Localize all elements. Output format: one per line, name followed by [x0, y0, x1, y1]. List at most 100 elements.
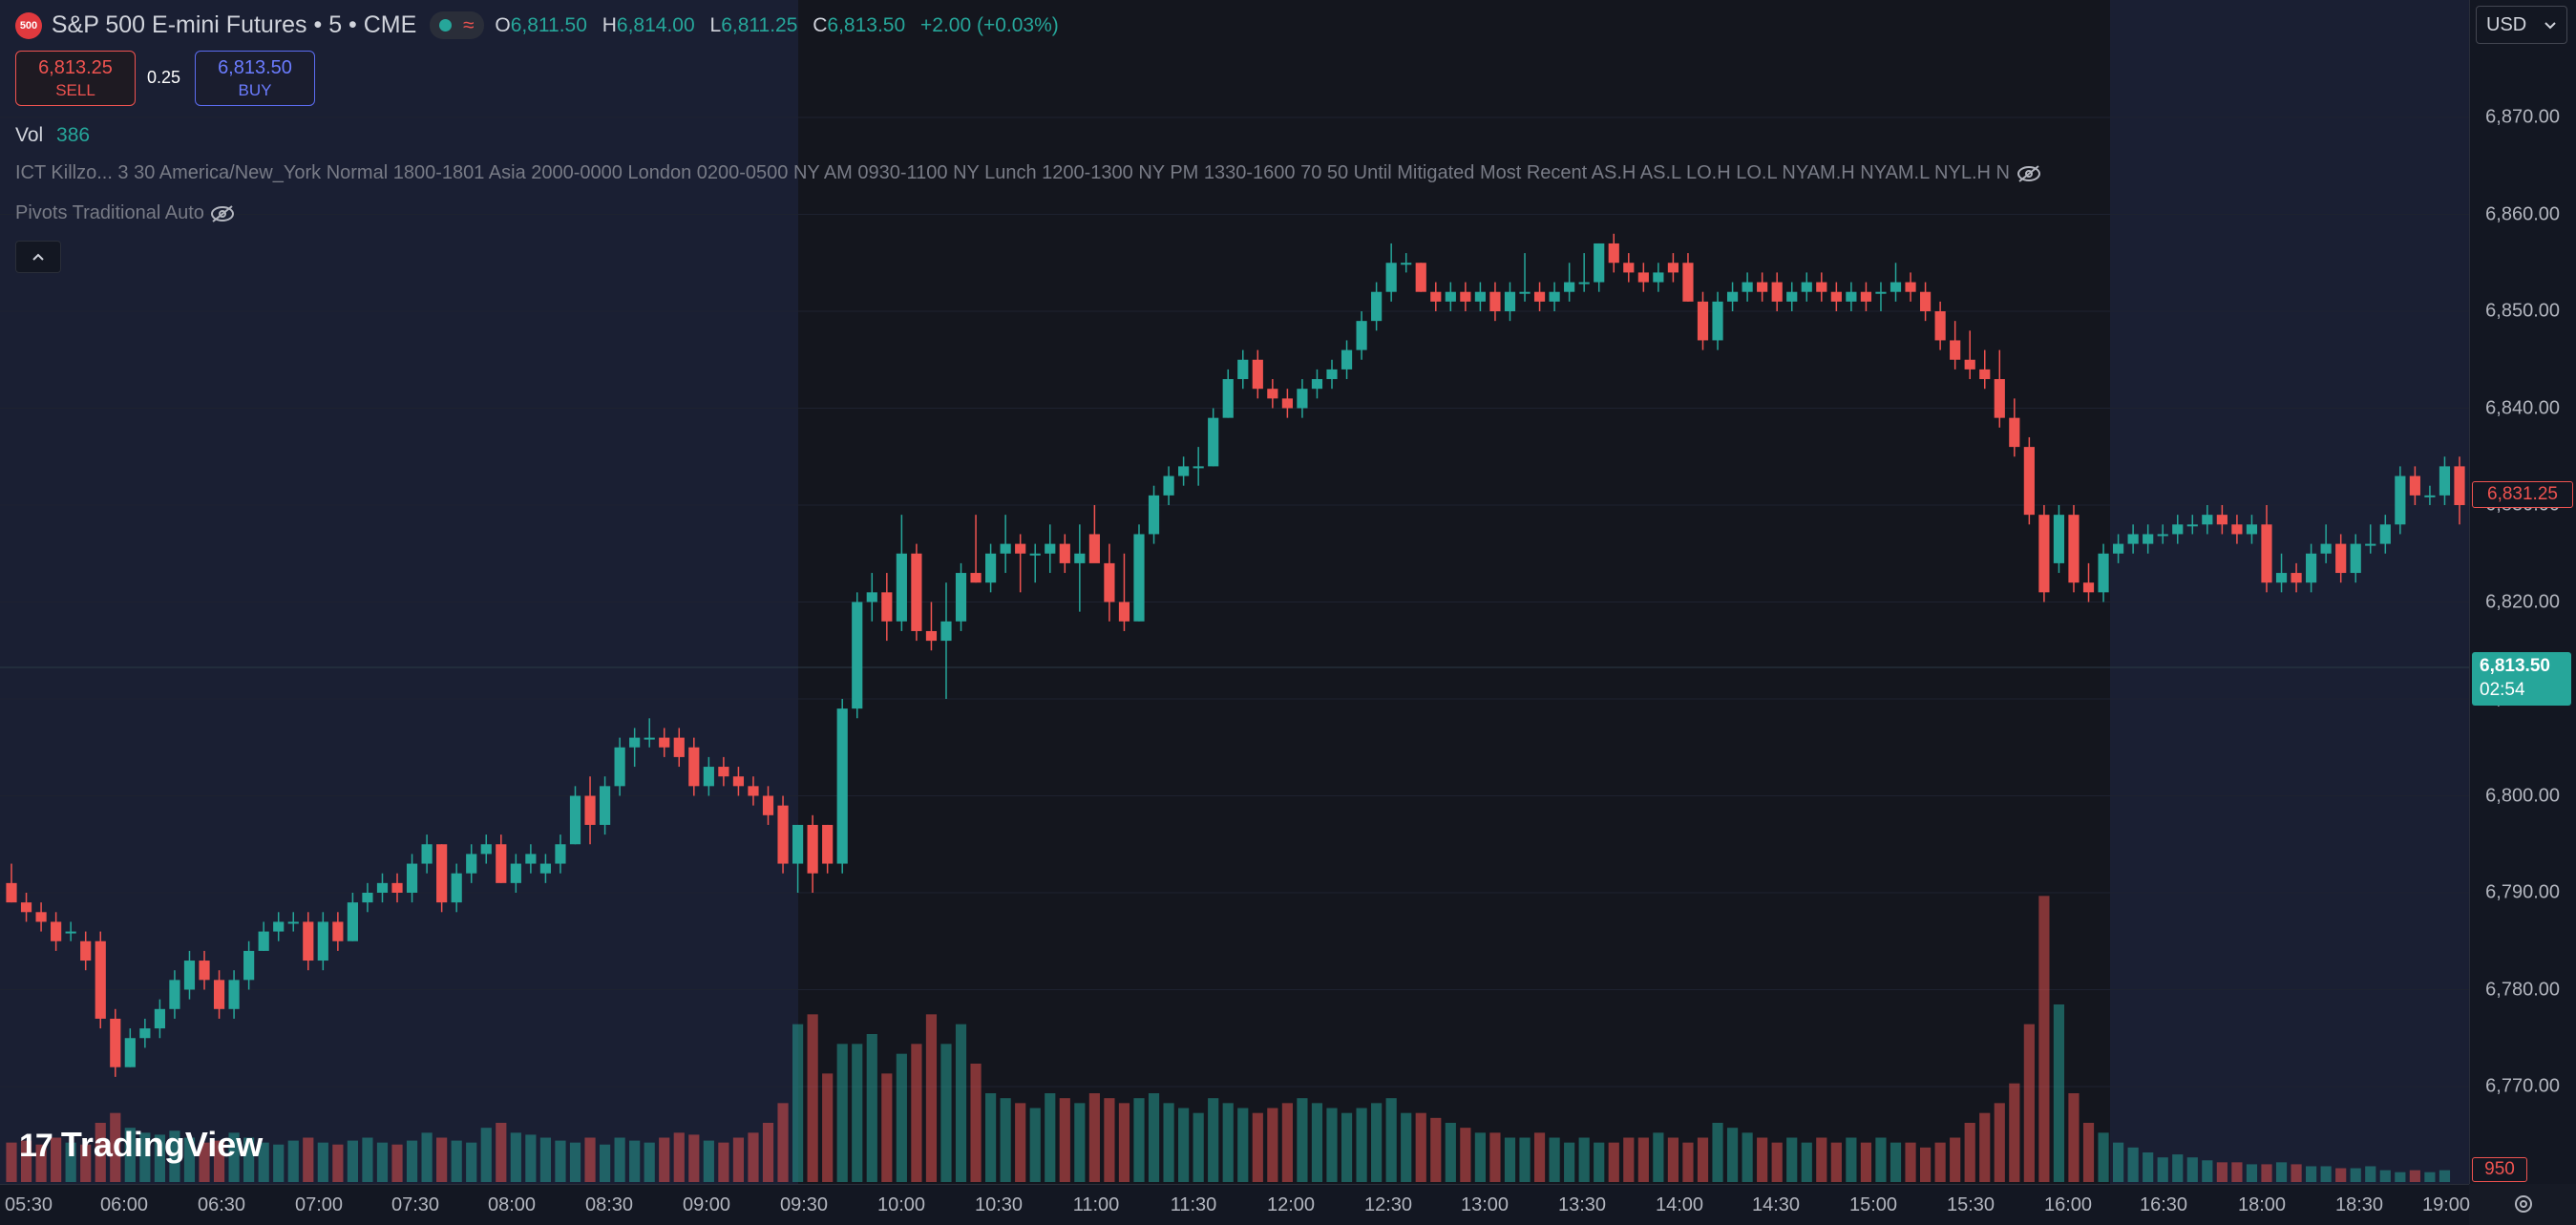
volume-bar	[480, 1128, 492, 1182]
currency-selector[interactable]: USD	[2476, 6, 2567, 44]
last-price-value: 6,813.50	[2480, 656, 2550, 676]
volume-bar	[65, 1142, 76, 1182]
volume-bar	[362, 1137, 373, 1182]
candle-body	[1890, 282, 1902, 292]
chevron-down-icon	[2544, 22, 2556, 30]
high-label: H	[602, 13, 617, 36]
candle-body	[1653, 272, 1664, 283]
time-tick: 18:30	[2334, 1194, 2384, 1215]
candle-body	[2365, 543, 2376, 546]
candle-body	[1934, 311, 1946, 341]
candle-body	[1594, 243, 1605, 283]
candle-body	[1326, 369, 1338, 380]
volume-bar	[955, 1024, 967, 1182]
candle-body	[807, 824, 818, 874]
volume-bar	[124, 1128, 136, 1182]
candle-body	[1964, 359, 1975, 370]
volume-marker-text: 950	[2484, 1159, 2515, 1179]
price-tick: 6,770.00	[2485, 1075, 2560, 1097]
chart-settings-button[interactable]	[2511, 1192, 2540, 1220]
indicator-ict-killzones[interactable]: ICT Killzo... 3 30 America/New_York Norm…	[15, 162, 2042, 184]
time-tick: 10:30	[974, 1194, 1024, 1215]
volume-bar	[95, 1123, 106, 1182]
volume-bar	[391, 1144, 403, 1182]
candle-body	[287, 921, 299, 924]
volume-bar	[1979, 1112, 1991, 1182]
volume-bar	[925, 1014, 938, 1182]
open-label: O	[495, 13, 511, 36]
candle-body	[1415, 263, 1426, 292]
candle-body	[1178, 466, 1190, 476]
eye-crossed-icon[interactable]	[2016, 164, 2042, 183]
candle-body	[243, 950, 255, 981]
volume-bar	[2320, 1166, 2332, 1182]
volume-bar	[970, 1064, 982, 1182]
candle-body	[1905, 282, 1916, 292]
volume-bar	[332, 1144, 344, 1182]
volume-legend[interactable]: Vol 386	[15, 124, 90, 147]
collapse-legend-button[interactable]	[15, 241, 61, 273]
market-status-pill[interactable]: ≈	[430, 11, 484, 39]
time-tick: 09:00	[682, 1194, 731, 1215]
candle-body	[1311, 379, 1323, 390]
candle-body	[718, 767, 729, 777]
candle-body	[258, 931, 269, 951]
volume-bar	[1934, 1142, 1946, 1182]
candle-body	[317, 921, 328, 961]
volume-bar	[421, 1132, 433, 1182]
candle-body	[2454, 466, 2465, 505]
candle-body	[2350, 543, 2361, 574]
time-axis[interactable]: 05:30 06:00 06:30 07:00 07:30 08:00 08:30 09:00…	[0, 1184, 2470, 1225]
candle-body	[1297, 389, 1308, 409]
candle-body	[1118, 602, 1130, 622]
volume-bar	[673, 1132, 685, 1182]
sell-button[interactable]: 6,813.25 SELL	[15, 51, 136, 106]
volume-bar	[20, 1140, 32, 1182]
candle-body	[1059, 543, 1070, 563]
candle-body	[569, 795, 581, 845]
candle-body	[732, 776, 745, 787]
eye-crossed-icon[interactable]	[209, 204, 236, 223]
buy-button[interactable]: 6,813.50 BUY	[195, 51, 315, 106]
volume-bar	[2127, 1147, 2139, 1182]
chart-pane[interactable]	[0, 0, 2469, 1184]
volume-bar	[2395, 1172, 2406, 1182]
candle-body	[1148, 495, 1160, 535]
candle-body	[555, 844, 566, 864]
candle-body	[2143, 534, 2154, 544]
candle-body	[836, 708, 848, 864]
indicator-pivots[interactable]: Pivots Traditional Auto	[15, 202, 236, 224]
volume-bar	[703, 1140, 714, 1182]
session-highlight-premarket	[0, 0, 798, 1184]
settings-gear-icon[interactable]	[2540, 1193, 2565, 1217]
volume-bar	[1430, 1117, 1442, 1182]
symbol-legend[interactable]: 500 S&P 500 E-mini Futures • 5 • CME ≈ O…	[15, 11, 1059, 39]
candle-body	[1608, 243, 1619, 264]
candle-body	[1341, 349, 1353, 370]
candle-body	[213, 980, 225, 1009]
volume-bar	[2291, 1164, 2302, 1182]
time-tick: 15:30	[1946, 1194, 1995, 1215]
volume-bar	[243, 1137, 255, 1182]
volume-bar	[2231, 1162, 2243, 1182]
price-chart[interactable]	[0, 0, 2469, 1184]
volume-bar	[940, 1044, 952, 1182]
volume-bar	[1994, 1103, 2005, 1182]
volume-bar	[1104, 1098, 1115, 1182]
volume-bar	[154, 1134, 165, 1182]
volume-bar	[1578, 1137, 1590, 1182]
volume-bar	[199, 1142, 210, 1182]
candle-body	[1430, 291, 1442, 302]
candle-body	[1445, 291, 1456, 302]
volume-value: 386	[56, 124, 91, 146]
candle-body	[20, 902, 32, 913]
candle-body	[1875, 291, 1887, 294]
tradingview-logo[interactable]: 17 TradingView	[19, 1125, 263, 1165]
gear-icon	[2515, 1195, 2532, 1213]
currency-label: USD	[2486, 14, 2527, 35]
volume-bar	[1786, 1137, 1798, 1182]
symbol-title[interactable]: S&P 500 E-mini Futures • 5 • CME	[51, 11, 417, 38]
price-axis[interactable]: USD 6,870.00 6,860.00 6,850.00 6,840.00 6,83…	[2469, 0, 2576, 1184]
volume-bar	[2143, 1152, 2154, 1182]
volume-bar	[2424, 1172, 2436, 1182]
